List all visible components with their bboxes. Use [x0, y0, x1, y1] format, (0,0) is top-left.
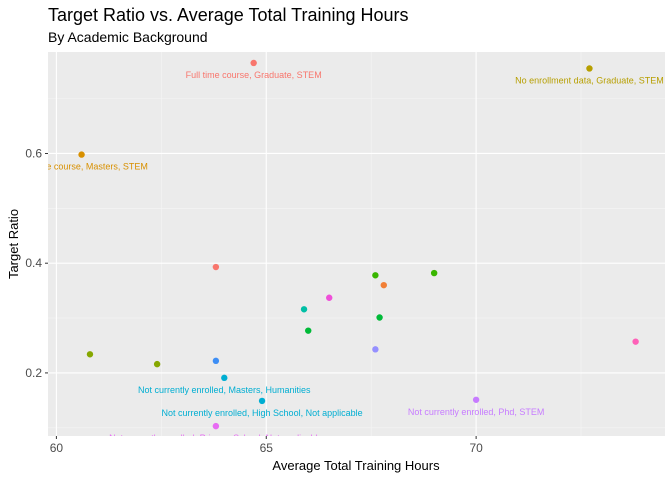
- y-axis-title: Target Ratio: [6, 209, 21, 279]
- data-point: [380, 281, 387, 289]
- data-point: [78, 151, 85, 158]
- data-point: [326, 294, 333, 301]
- grid-minor: [48, 52, 665, 436]
- point-label: Part time course, Masters, STEM: [15, 162, 148, 172]
- y-tick-label: 0.2: [25, 366, 42, 380]
- y-axis: 0.2 0.4 0.6: [25, 146, 48, 380]
- point-label: Not currently enrolled, Masters, Humanit…: [138, 385, 311, 395]
- data-point: [153, 360, 161, 368]
- data-point: [212, 263, 220, 271]
- data-point: [258, 397, 266, 405]
- data-point: [632, 338, 639, 345]
- y-tick-label: 0.4: [25, 256, 42, 270]
- x-axis-title: Average Total Training Hours: [272, 458, 440, 473]
- x-tick-label: 65: [260, 441, 274, 455]
- data-point: [300, 306, 308, 313]
- x-tick-label: 70: [469, 441, 483, 455]
- data-point: [376, 314, 383, 321]
- data-point: [586, 65, 593, 72]
- data-point: [372, 272, 379, 279]
- data-point: [250, 59, 257, 67]
- data-point: [221, 374, 228, 382]
- data-point: [212, 422, 220, 430]
- chart-subtitle: By Academic Background: [48, 29, 208, 45]
- point-label: No enrollment data, Graduate, STEM: [515, 75, 664, 85]
- point-label: Not currently enrolled, Phd, STEM: [408, 407, 545, 417]
- point-label: Not currently enrolled, Primary School, …: [109, 433, 323, 443]
- data-point: [472, 396, 480, 403]
- point-label: Not currently enrolled, High School, Not…: [162, 408, 363, 418]
- y-tick-label: 0.6: [25, 146, 42, 160]
- chart-title: Target Ratio vs. Average Total Training …: [48, 5, 409, 25]
- label-layer: Full time course, Graduate, STEM No enrol…: [15, 70, 664, 443]
- data-point: [305, 327, 312, 334]
- point-label: Full time course, Graduate, STEM: [186, 70, 322, 80]
- data-point: [86, 351, 94, 358]
- data-point: [372, 346, 379, 353]
- x-axis: 60 65 70: [50, 436, 483, 455]
- data-point: [212, 357, 220, 365]
- data-point: [430, 269, 438, 277]
- plot-panel: [48, 52, 665, 436]
- point-layer: [78, 59, 639, 430]
- grid-major: [48, 52, 665, 436]
- x-tick-label: 60: [50, 441, 64, 455]
